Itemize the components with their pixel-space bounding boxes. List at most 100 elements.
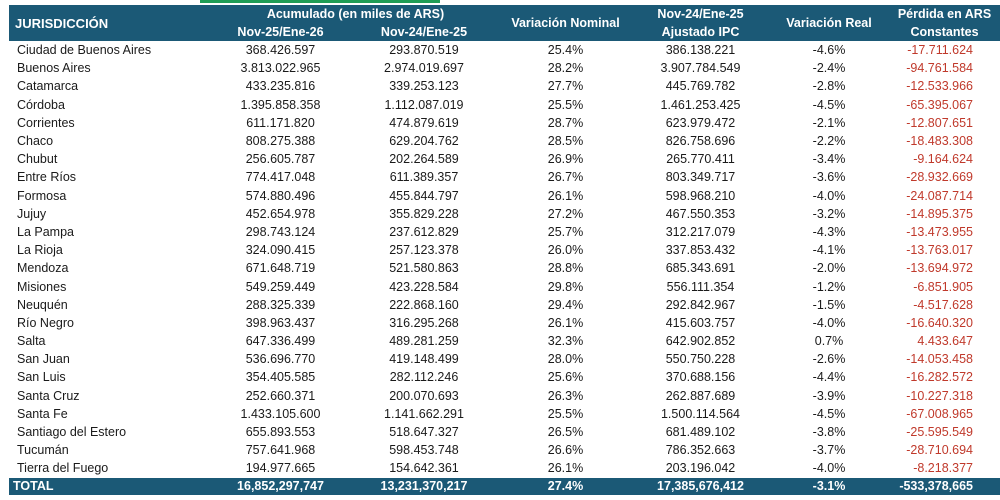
- table-row[interactable]: San Luis 354.405.585 282.112.246 25.6% 370.6…: [9, 368, 1000, 386]
- cell-jurisdiccion[interactable]: Río Negro: [17, 315, 74, 330]
- cell-nov25[interactable]: 298.743.124: [245, 224, 316, 239]
- cell-jurisdiccion[interactable]: Buenos Aires: [17, 61, 91, 76]
- header-variacion-real[interactable]: Variación Real: [769, 5, 889, 41]
- cell-perdida[interactable]: -14.895.375: [906, 206, 973, 221]
- cell-ajustado-ipc[interactable]: 685.343.691: [665, 261, 736, 276]
- cell-variacion-real[interactable]: -2.2%: [812, 134, 846, 149]
- table-row[interactable]: Entre Ríos 774.417.048 611.389.357 26.7% 803…: [9, 168, 1000, 186]
- cell-perdida[interactable]: -8.218.377: [913, 461, 973, 476]
- cell-nov24[interactable]: 316.295.268: [389, 315, 459, 330]
- cell-variacion-nominal[interactable]: 29.8%: [547, 279, 584, 294]
- cell-variacion-nominal[interactable]: 25.5%: [547, 406, 584, 421]
- cell-variacion-real[interactable]: -3.6%: [812, 170, 846, 185]
- header-nov25[interactable]: Nov-25/Ene-26: [212, 23, 349, 41]
- cell-nov24[interactable]: 474.879.619: [389, 115, 459, 130]
- cell-variacion-real[interactable]: -3.7%: [812, 443, 846, 458]
- cell-perdida[interactable]: -12.533.966: [906, 79, 973, 94]
- cell-nov25[interactable]: 3.813.022.965: [240, 61, 321, 76]
- cell-nov24[interactable]: 598.453.748: [389, 443, 459, 458]
- cell-variacion-real[interactable]: -2.4%: [812, 61, 846, 76]
- cell-perdida[interactable]: -10.227.318: [906, 388, 973, 403]
- cell-jurisdiccion[interactable]: Córdoba: [17, 97, 65, 112]
- cell-jurisdiccion[interactable]: Jujuy: [17, 206, 47, 221]
- cell-ajustado-ipc[interactable]: 3.907.784.549: [660, 61, 741, 76]
- table-row[interactable]: Santa Cruz 252.660.371 200.070.693 26.3% 262…: [9, 387, 1000, 405]
- cell-jurisdiccion[interactable]: Chaco: [17, 134, 54, 149]
- cell-ajustado-ipc[interactable]: 642.902.852: [665, 334, 736, 349]
- table-row[interactable]: Tucumán 757.641.968 598.453.748 26.6% 786.35…: [9, 441, 1000, 459]
- cell-ajustado-ipc[interactable]: 203.196.042: [665, 461, 736, 476]
- cell-nov25[interactable]: 671.648.719: [245, 261, 316, 276]
- cell-perdida[interactable]: 4.433.647: [917, 334, 973, 349]
- table-row[interactable]: Misiones 549.259.449 423.228.584 29.8% 556.1…: [9, 277, 1000, 295]
- cell-perdida[interactable]: -28.932.669: [906, 170, 973, 185]
- cell-nov25[interactable]: 324.090.415: [245, 243, 316, 258]
- cell-jurisdiccion[interactable]: Formosa: [17, 188, 67, 203]
- cell-nov24[interactable]: 629.204.762: [389, 134, 459, 149]
- table-row[interactable]: Río Negro 398.963.437 316.295.268 26.1% 415.…: [9, 314, 1000, 332]
- cell-nov25[interactable]: 256.605.787: [245, 152, 316, 167]
- cell-nov25[interactable]: 655.893.553: [245, 425, 316, 440]
- cell-variacion-real[interactable]: -2.8%: [812, 79, 846, 94]
- cell-nov25[interactable]: 433.235.816: [245, 79, 316, 94]
- cell-jurisdiccion[interactable]: San Juan: [17, 352, 70, 367]
- cell-nov25[interactable]: 611.171.820: [246, 115, 315, 130]
- cell-ajustado-ipc[interactable]: 1.500.114.564: [660, 406, 740, 421]
- cell-nov25[interactable]: 252.660.371: [245, 388, 316, 403]
- cell-jurisdiccion[interactable]: San Luis: [17, 370, 66, 385]
- cell-nov24[interactable]: 1.112.087.019: [384, 97, 464, 112]
- cell-variacion-nominal[interactable]: 25.5%: [547, 97, 584, 112]
- cell-variacion-nominal[interactable]: 25.4%: [547, 43, 584, 58]
- table-row[interactable]: Salta 647.336.499 489.281.259 32.3% 642.902.…: [9, 332, 1000, 350]
- cell-nov24[interactable]: 282.112.246: [389, 370, 459, 385]
- cell-variacion-real[interactable]: -4.0%: [812, 461, 846, 476]
- cell-nov24[interactable]: 200.070.693: [389, 388, 459, 403]
- cell-nov24[interactable]: 339.253.123: [389, 79, 459, 94]
- cell-variacion-real[interactable]: -3.4%: [812, 152, 846, 167]
- header-perdida-top[interactable]: Pérdida en ARS: [889, 5, 1000, 23]
- cell-ajustado-ipc[interactable]: 467.550.353: [665, 206, 736, 221]
- cell-variacion-nominal[interactable]: 28.0%: [547, 352, 584, 367]
- cell-ajustado-ipc[interactable]: 386.138.221: [665, 43, 736, 58]
- cell-variacion-nominal[interactable]: 25.7%: [547, 224, 584, 239]
- cell-ajustado-ipc[interactable]: 312.217.079: [665, 224, 736, 239]
- cell-perdida[interactable]: -25.595.549: [906, 425, 973, 440]
- cell-ajustado-ipc[interactable]: 681.489.102: [665, 425, 736, 440]
- header-ajustado-top[interactable]: Nov-24/Ene-25: [632, 5, 769, 23]
- cell-nov25[interactable]: 647.336.499: [245, 334, 316, 349]
- cell-perdida[interactable]: -13.763.017: [906, 243, 973, 258]
- cell-ajustado-ipc[interactable]: 445.769.782: [665, 79, 736, 94]
- table-row[interactable]: Corrientes 611.171.820 474.879.619 28.7% 623…: [9, 114, 1000, 132]
- cell-jurisdiccion[interactable]: Salta: [17, 334, 46, 349]
- table-row[interactable]: Chaco 808.275.388 629.204.762 28.5% 826.758.…: [9, 132, 1000, 150]
- cell-variacion-nominal[interactable]: 26.0%: [547, 243, 584, 258]
- cell-variacion-nominal[interactable]: 26.9%: [547, 152, 584, 167]
- cell-nov24[interactable]: 518.647.327: [389, 425, 459, 440]
- total-nov25[interactable]: 16,852,297,747: [212, 477, 349, 495]
- cell-nov25[interactable]: 452.654.978: [245, 206, 316, 221]
- cell-perdida[interactable]: -4.517.628: [913, 297, 973, 312]
- cell-variacion-nominal[interactable]: 32.3%: [547, 334, 584, 349]
- cell-nov25[interactable]: 808.275.388: [245, 134, 316, 149]
- cell-ajustado-ipc[interactable]: 1.461.253.425: [660, 97, 741, 112]
- cell-jurisdiccion[interactable]: Tierra del Fuego: [17, 461, 109, 476]
- cell-variacion-real[interactable]: -2.6%: [812, 352, 846, 367]
- cell-jurisdiccion[interactable]: Santa Cruz: [17, 388, 80, 403]
- cell-jurisdiccion[interactable]: La Pampa: [17, 224, 74, 239]
- cell-nov24[interactable]: 257.123.378: [389, 243, 459, 258]
- cell-perdida[interactable]: -9.164.624: [913, 152, 973, 167]
- cell-variacion-real[interactable]: -2.0%: [812, 261, 846, 276]
- cell-ajustado-ipc[interactable]: 265.770.411: [666, 152, 735, 167]
- cell-perdida[interactable]: -94.761.584: [906, 61, 973, 76]
- table-row[interactable]: Buenos Aires 3.813.022.965 2.974.019.697 28…: [9, 59, 1000, 77]
- cell-nov24[interactable]: 222.868.160: [389, 297, 459, 312]
- cell-jurisdiccion[interactable]: Santa Fe: [17, 406, 68, 421]
- cell-jurisdiccion[interactable]: La Rioja: [17, 243, 63, 258]
- header-variacion-nominal[interactable]: Variación Nominal: [499, 5, 632, 41]
- cell-variacion-nominal[interactable]: 28.7%: [547, 115, 584, 130]
- cell-variacion-nominal[interactable]: 26.3%: [547, 388, 584, 403]
- cell-variacion-real[interactable]: -3.2%: [812, 206, 846, 221]
- header-acumulado[interactable]: Acumulado (en miles de ARS): [212, 5, 499, 23]
- cell-perdida[interactable]: -13.694.972: [906, 261, 973, 276]
- cell-variacion-real[interactable]: -4.4%: [812, 370, 846, 385]
